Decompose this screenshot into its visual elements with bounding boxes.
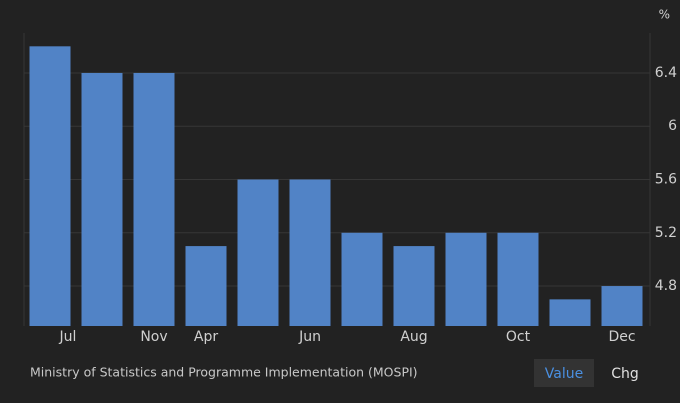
bar [237,179,279,326]
bar [185,246,227,326]
y-tick-label: 5.2 [655,225,677,241]
x-tick-label: Oct [506,329,531,345]
bar [133,72,175,326]
bar [393,246,435,326]
x-tick-label: Aug [400,329,427,345]
x-tick-label: Jun [298,329,321,345]
x-tick-label: Apr [194,329,218,345]
source: Ministry of Statistics and Programme Imp… [30,365,418,380]
y-tick-label: 4.8 [655,278,677,294]
y-tick-label: 5.6 [655,172,677,188]
bar [497,232,539,326]
x-tick-label: Dec [608,329,635,345]
bar [445,232,487,326]
bar [341,232,383,326]
x-tick-label: Nov [140,329,167,345]
y-unit: % [659,8,670,22]
control-bg [534,359,594,387]
y-tick-label: 6 [668,118,677,134]
control-button[interactable]: Chg [611,366,639,382]
bar [289,179,331,326]
y-tick-label: 6.4 [655,65,677,81]
x-tick-label: Jul [59,329,77,345]
bar [549,299,591,326]
bar [601,286,643,326]
bar [29,46,71,327]
control-button[interactable]: Value [545,366,583,382]
controls: Value Chg [534,359,639,387]
bar [81,72,123,326]
